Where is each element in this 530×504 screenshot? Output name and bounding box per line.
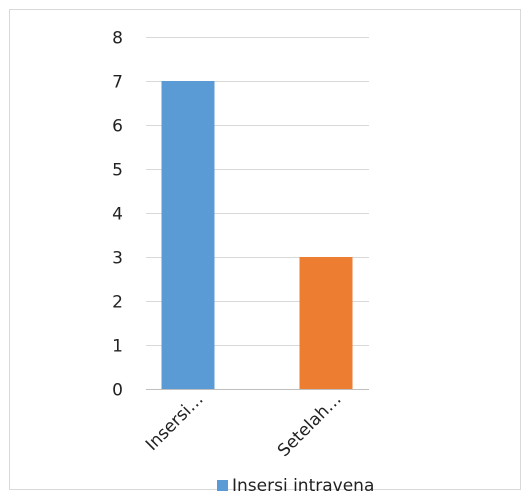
y-tick-label-1: 1	[112, 337, 123, 357]
chart-border	[9, 9, 521, 490]
y-tick-label-0: 0	[112, 381, 123, 401]
bars	[161, 81, 353, 389]
y-tick-label-5: 5	[112, 161, 123, 181]
legend: Insersi intravena	[217, 476, 374, 496]
legend-label-insersi-intravena: Insersi intravena	[232, 476, 374, 496]
bar-1	[299, 257, 353, 389]
bar-0	[161, 81, 215, 389]
y-tick-label-7: 7	[112, 73, 123, 93]
y-tick-label-3: 3	[112, 249, 123, 269]
y-tick-label-8: 8	[112, 29, 123, 49]
y-tick-label-6: 6	[112, 117, 123, 137]
y-tick-label-4: 4	[112, 205, 123, 225]
y-tick-label-2: 2	[112, 293, 123, 313]
legend-swatch-insersi-intravena	[217, 480, 228, 491]
